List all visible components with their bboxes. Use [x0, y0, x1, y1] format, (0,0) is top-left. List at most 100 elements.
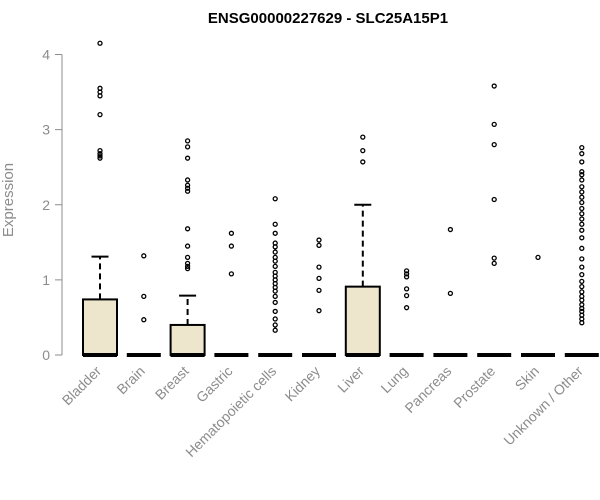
- outlier-point: [579, 278, 585, 285]
- outlier-point: [272, 263, 278, 270]
- outlier-point: [403, 293, 410, 299]
- outlier-point: [360, 159, 366, 165]
- outlier-point: [579, 216, 585, 222]
- outlier-point: [491, 121, 497, 128]
- box-body: [82, 298, 118, 356]
- outlier-point: [403, 305, 410, 311]
- x-tick-label: Bladder: [59, 363, 105, 409]
- outlier-point: [228, 230, 235, 236]
- outlier-point: [141, 253, 147, 259]
- outlier-point: [579, 169, 585, 175]
- outlier-point: [141, 317, 147, 323]
- outlier-point: [579, 256, 585, 262]
- outlier-point: [184, 265, 191, 272]
- box-liver: [344, 134, 381, 357]
- outlier-point: [316, 275, 322, 282]
- box-lung: [389, 268, 424, 357]
- outlier-point: [272, 299, 278, 306]
- outlier-point: [184, 243, 191, 249]
- outlier-point: [316, 242, 322, 248]
- outlier-point: [579, 194, 585, 200]
- outlier-point: [579, 227, 585, 233]
- outlier-point: [184, 182, 191, 188]
- outlier-point: [579, 159, 585, 165]
- outlier-point: [184, 185, 191, 191]
- outlier-point: [491, 196, 497, 203]
- outlier-point: [184, 226, 191, 232]
- outlier-point: [316, 264, 322, 270]
- outlier-point: [579, 245, 585, 251]
- outlier-point: [447, 290, 454, 297]
- outlier-point: [579, 289, 585, 295]
- outlier-point: [579, 271, 585, 278]
- outlier-point: [97, 153, 103, 159]
- x-tick-label: Pancreas: [401, 363, 454, 416]
- x-tick-label: Unknown / Other: [500, 363, 586, 449]
- outlier-point: [97, 40, 103, 46]
- outlier-point: [535, 254, 541, 260]
- box-unknown-other: [564, 145, 599, 357]
- outlier-point: [579, 172, 585, 178]
- outlier-point: [360, 148, 366, 154]
- outlier-point: [579, 189, 585, 195]
- outlier-point: [272, 288, 278, 294]
- x-tick-label: Lung: [377, 363, 410, 396]
- outlier-point: [579, 283, 585, 290]
- outlier-point: [491, 255, 497, 261]
- outlier-point: [403, 271, 410, 277]
- outlier-point: [360, 134, 366, 140]
- outlier-point: [272, 308, 278, 315]
- outlier-point: [491, 141, 497, 148]
- outlier-point: [316, 237, 322, 243]
- outlier-point: [579, 320, 585, 326]
- outlier-point: [316, 308, 322, 314]
- x-tick-label: Breast: [152, 363, 192, 403]
- box-brain: [126, 253, 161, 357]
- outlier-point: [579, 151, 585, 157]
- outlier-point: [272, 244, 278, 250]
- outlier-point: [272, 258, 278, 264]
- outlier-point: [228, 271, 235, 277]
- y-tick-label: 2: [42, 197, 50, 213]
- outlier-point: [447, 226, 454, 233]
- outlier-point: [97, 148, 103, 154]
- x-tick-label: Brain: [113, 363, 147, 397]
- outlier-point: [184, 155, 191, 161]
- outlier-point: [97, 111, 103, 118]
- box-kidney: [302, 237, 336, 357]
- outlier-point: [579, 199, 585, 206]
- outlier-point: [184, 138, 191, 144]
- box-bladder: [82, 40, 118, 357]
- box-body: [169, 323, 206, 357]
- y-tick-label: 1: [42, 272, 50, 288]
- y-tick-label: 4: [42, 47, 50, 63]
- box-breast: [169, 138, 206, 357]
- outlier-point: [579, 177, 585, 183]
- outlier-point: [272, 249, 278, 255]
- y-tick-label: 3: [42, 122, 50, 138]
- x-tick-label: Prostate: [450, 363, 498, 411]
- outlier-point: [403, 274, 410, 280]
- box-hematopoietic-cells: [258, 196, 293, 357]
- outlier-point: [491, 83, 497, 89]
- outlier-point: [97, 93, 103, 99]
- x-tick-label: Kidney: [282, 363, 324, 405]
- box-series: [82, 40, 599, 357]
- outlier-point: [272, 322, 278, 328]
- outlier-point: [272, 196, 278, 202]
- outlier-point: [272, 293, 278, 300]
- outlier-point: [579, 145, 585, 151]
- outlier-point: [184, 254, 191, 260]
- outlier-point: [579, 297, 585, 303]
- outlier-point: [491, 260, 497, 266]
- outlier-point: [141, 293, 147, 300]
- outlier-point: [228, 243, 235, 249]
- outlier-point: [579, 221, 585, 227]
- outlier-point: [403, 268, 410, 274]
- box-prostate: [477, 83, 512, 357]
- outlier-point: [316, 287, 322, 294]
- outlier-point: [184, 260, 191, 266]
- x-tick-label: Gastric: [193, 363, 236, 406]
- outlier-point: [579, 205, 585, 212]
